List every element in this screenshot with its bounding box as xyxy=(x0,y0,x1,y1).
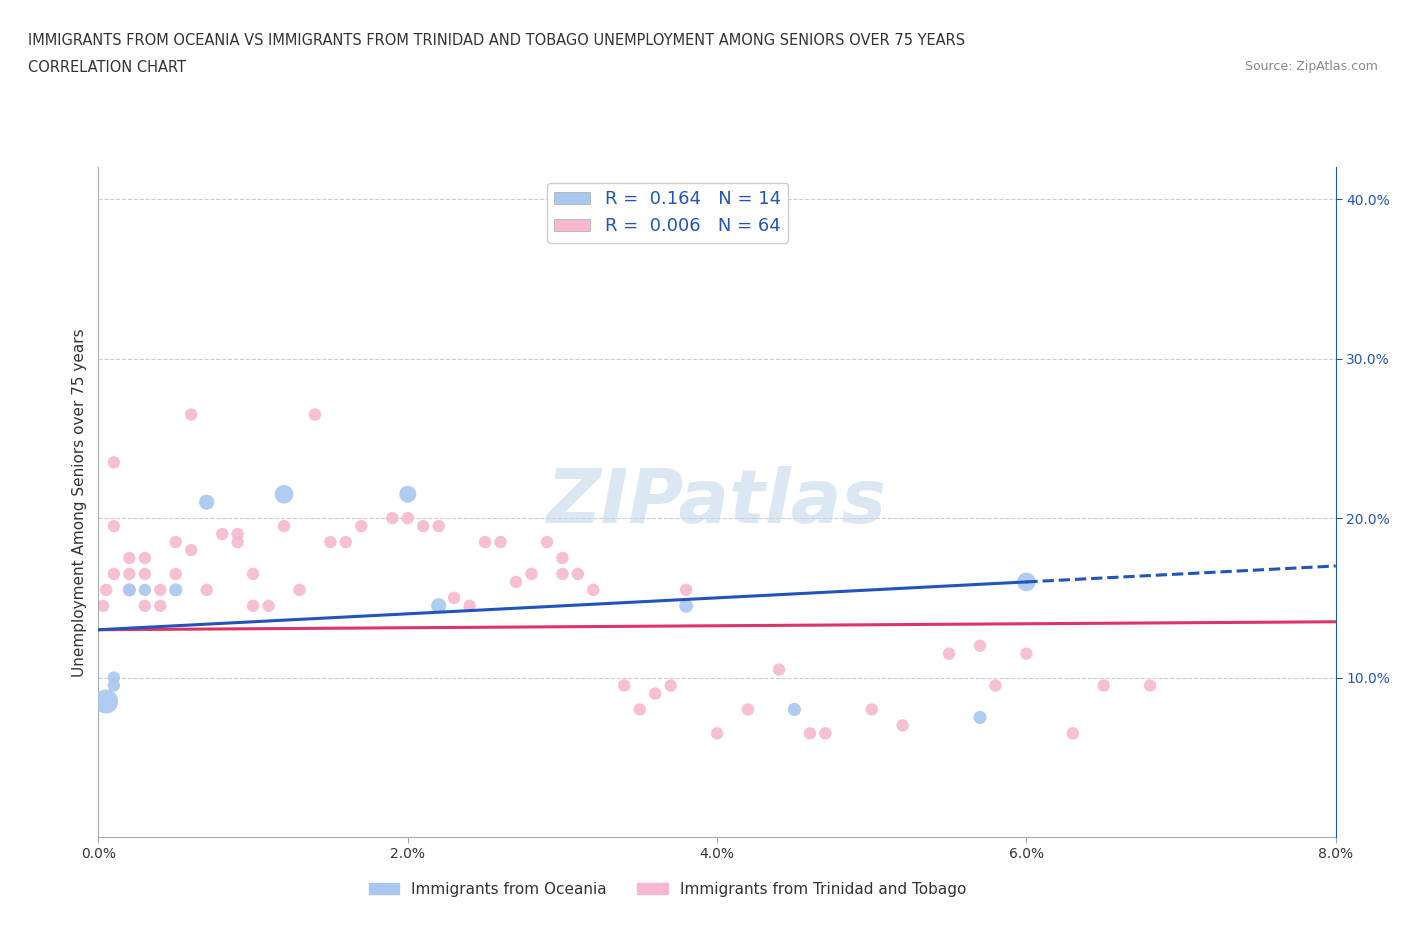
Point xyxy=(226,526,249,541)
Point xyxy=(567,566,589,581)
Point xyxy=(551,551,574,565)
Point xyxy=(180,407,202,422)
Point xyxy=(335,535,357,550)
Point xyxy=(118,566,141,581)
Point xyxy=(412,519,434,534)
Y-axis label: Unemployment Among Seniors over 75 years: Unemployment Among Seniors over 75 years xyxy=(72,328,87,676)
Point xyxy=(427,598,450,613)
Point xyxy=(273,486,295,501)
Point xyxy=(242,598,264,613)
Point xyxy=(768,662,790,677)
Point xyxy=(96,694,118,709)
Point xyxy=(319,535,342,550)
Point xyxy=(396,486,419,501)
Point xyxy=(211,526,233,541)
Point xyxy=(118,551,141,565)
Point xyxy=(165,535,187,550)
Point xyxy=(536,535,558,550)
Point xyxy=(520,566,543,581)
Point xyxy=(427,519,450,534)
Point xyxy=(195,495,218,510)
Point xyxy=(969,710,991,724)
Text: CORRELATION CHART: CORRELATION CHART xyxy=(28,60,186,75)
Point xyxy=(984,678,1007,693)
Point xyxy=(659,678,682,693)
Point xyxy=(489,535,512,550)
Point xyxy=(613,678,636,693)
Point xyxy=(134,566,156,581)
Point xyxy=(938,646,960,661)
Point xyxy=(1139,678,1161,693)
Point xyxy=(644,686,666,701)
Point xyxy=(737,702,759,717)
Point xyxy=(458,598,481,613)
Point xyxy=(226,535,249,550)
Point xyxy=(505,575,527,590)
Point xyxy=(103,678,125,693)
Point xyxy=(165,566,187,581)
Point xyxy=(1062,726,1084,741)
Point xyxy=(96,582,118,597)
Point xyxy=(257,598,280,613)
Point xyxy=(103,566,125,581)
Point xyxy=(396,511,419,525)
Point xyxy=(1092,678,1115,693)
Point xyxy=(242,566,264,581)
Point xyxy=(134,598,156,613)
Point xyxy=(134,582,156,597)
Point xyxy=(582,582,605,597)
Point xyxy=(118,582,141,597)
Point xyxy=(149,598,172,613)
Point xyxy=(134,551,156,565)
Point xyxy=(783,702,806,717)
Point xyxy=(628,702,651,717)
Point xyxy=(103,671,125,685)
Point xyxy=(91,598,114,613)
Point xyxy=(675,582,697,597)
Text: ZIPatlas: ZIPatlas xyxy=(547,466,887,538)
Point xyxy=(103,519,125,534)
Point xyxy=(706,726,728,741)
Point xyxy=(304,407,326,422)
Point xyxy=(799,726,821,741)
Point xyxy=(1015,646,1038,661)
Point xyxy=(103,455,125,470)
Point xyxy=(551,566,574,581)
Point xyxy=(675,598,697,613)
Point xyxy=(165,582,187,597)
Point xyxy=(350,519,373,534)
Point xyxy=(273,519,295,534)
Text: Source: ZipAtlas.com: Source: ZipAtlas.com xyxy=(1244,60,1378,73)
Point xyxy=(969,638,991,653)
Point xyxy=(180,542,202,557)
Point xyxy=(149,582,172,597)
Point xyxy=(118,582,141,597)
Point xyxy=(195,582,218,597)
Point xyxy=(288,582,311,597)
Point xyxy=(474,535,496,550)
Point xyxy=(814,726,837,741)
Point xyxy=(1015,575,1038,590)
Point xyxy=(381,511,404,525)
Point xyxy=(443,591,465,605)
Point xyxy=(891,718,914,733)
Legend: Immigrants from Oceania, Immigrants from Trinidad and Tobago: Immigrants from Oceania, Immigrants from… xyxy=(363,876,973,903)
Point xyxy=(860,702,883,717)
Text: IMMIGRANTS FROM OCEANIA VS IMMIGRANTS FROM TRINIDAD AND TOBAGO UNEMPLOYMENT AMON: IMMIGRANTS FROM OCEANIA VS IMMIGRANTS FR… xyxy=(28,33,966,47)
